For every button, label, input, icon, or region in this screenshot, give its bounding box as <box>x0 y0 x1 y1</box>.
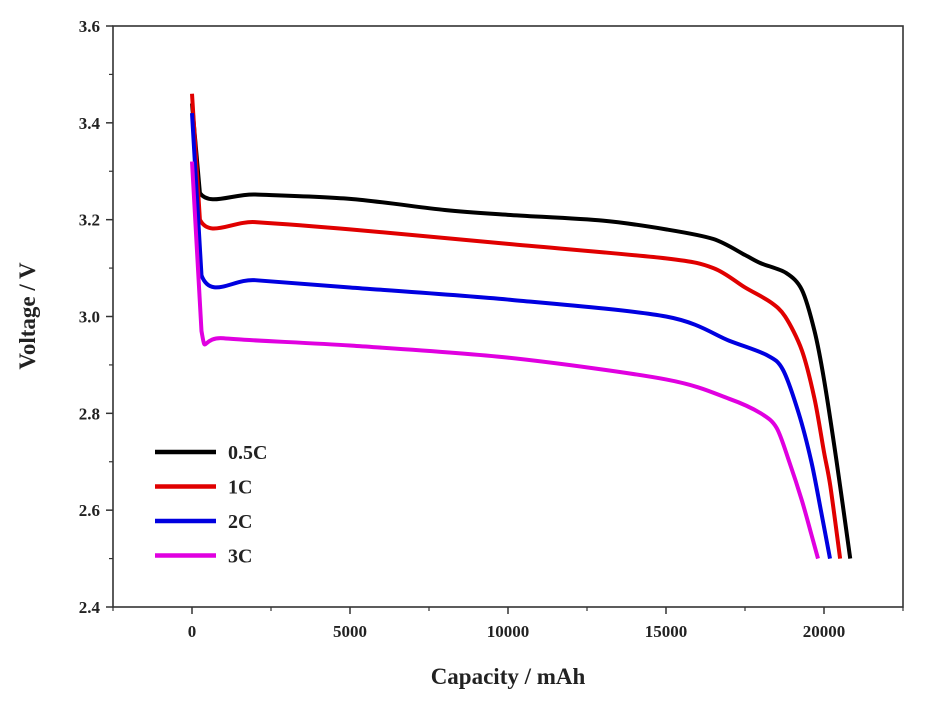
series-line-1c <box>190 93 843 559</box>
y-tick-label: 3.0 <box>79 308 100 327</box>
y-tick-label: 2.8 <box>79 404 100 423</box>
y-tick-label: 3.6 <box>79 17 100 36</box>
x-axis-label: Capacity / mAh <box>431 664 586 689</box>
x-tick-label: 10000 <box>487 622 530 641</box>
series-line-2c <box>190 113 832 559</box>
series-line-0-5c <box>190 103 853 559</box>
y-tick-label: 2.6 <box>79 501 100 520</box>
x-tick-label: 20000 <box>803 622 846 641</box>
y-tick-label: 2.4 <box>79 598 101 617</box>
series-lines <box>190 93 853 560</box>
legend-label: 2C <box>228 511 252 533</box>
series-line-3c <box>190 161 820 560</box>
x-tick-label: 15000 <box>645 622 688 641</box>
y-tick-label: 3.4 <box>79 114 101 133</box>
y-axis-label: Voltage / V <box>15 262 40 370</box>
legend-label: 3C <box>228 546 252 568</box>
x-tick-label: 0 <box>188 622 197 641</box>
legend-label: 0.5C <box>228 442 267 464</box>
x-tick-label: 5000 <box>333 622 367 641</box>
legend-label: 1C <box>228 477 252 499</box>
y-tick-label: 3.2 <box>79 211 100 230</box>
legend: 0.5C 1C 2C 3C <box>155 442 267 568</box>
axes: 0 5000 10000 15000 20000 2.4 2.6 2.8 3.0 3.2 3.4 3.… <box>79 17 904 641</box>
